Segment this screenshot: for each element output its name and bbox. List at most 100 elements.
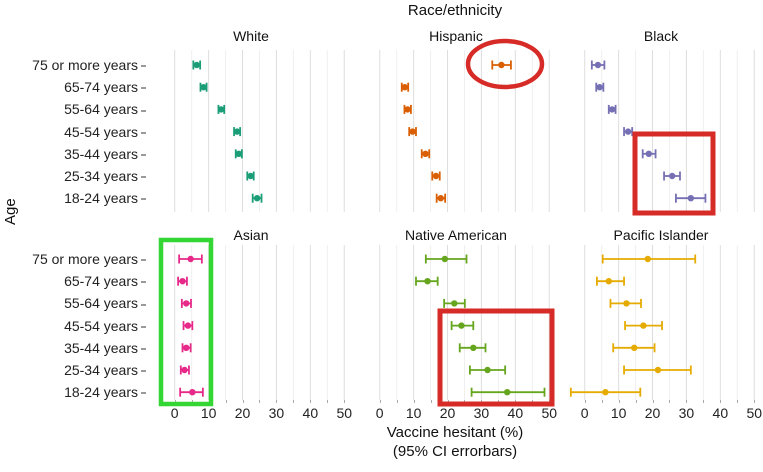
age-label-18-24-years: 18-24 years — [0, 383, 146, 401]
errorbar-white-35-44-years — [234, 149, 243, 159]
y-tick-mark — [141, 176, 146, 179]
errorbar-hispanic-55-64-years — [403, 104, 412, 114]
point-estimate — [441, 255, 449, 263]
point-estimate — [602, 389, 609, 396]
errorbar-pacific-islander-45-54-years — [624, 321, 663, 331]
x-tick-mark — [481, 400, 483, 403]
point-estimate — [451, 300, 458, 307]
strip-label-hispanic: Hispanic — [429, 28, 483, 44]
point-estimate — [687, 195, 695, 202]
point-estimate — [200, 84, 207, 91]
errorbar-black-55-64-years — [607, 104, 617, 114]
errorbar-black-75-or-more-years — [590, 60, 606, 70]
errorbar-black-18-24-years — [675, 193, 707, 203]
age-label-text: 75 or more years — [32, 57, 138, 73]
errorbar-pacific-islander-25-34-years — [623, 365, 692, 375]
point-estimate — [594, 61, 602, 69]
x-axis-title: Vaccine hesitant (%) — [386, 424, 524, 441]
errorbar-asian-25-34-years — [179, 365, 190, 375]
errorbar-native-american-55-64-years — [443, 298, 466, 308]
age-label-65-74-years: 65-74 years — [0, 272, 146, 290]
x-tick-mark — [754, 400, 756, 403]
errorbar-native-american-18-24-years — [470, 387, 546, 397]
x-tick-label-50: 50 — [336, 405, 353, 421]
x-tick-mark — [618, 400, 620, 403]
point-estimate — [631, 344, 638, 351]
x-tick-mark — [208, 400, 210, 403]
point-estimate — [668, 172, 676, 180]
x-tick-label-20: 20 — [439, 405, 456, 421]
age-label-text: 65-74 years — [64, 79, 138, 96]
age-label-text: 18-24 years — [64, 384, 138, 401]
x-tick-label-10: 10 — [200, 405, 217, 421]
point-estimate — [235, 150, 242, 157]
x-tick-mark — [549, 400, 551, 403]
age-label-text: 45-54 years — [64, 317, 138, 334]
x-tick-mark — [720, 400, 722, 403]
x-tick-label-20: 20 — [234, 405, 251, 421]
errorbar-hispanic-75-or-more-years — [491, 60, 512, 70]
errorbar-white-45-54-years — [233, 127, 242, 137]
y-tick-mark — [141, 303, 146, 306]
point-estimate — [217, 106, 225, 113]
point-estimate — [179, 278, 186, 285]
age-label-text: 55-64 years — [64, 295, 138, 312]
errorbar-native-american-45-54-years — [450, 321, 475, 331]
panel-black — [584, 50, 755, 212]
x-tick-mark — [601, 400, 603, 403]
age-label-text: 35-44 years — [64, 339, 138, 356]
age-label-45-54-years: 45-54 years — [0, 123, 146, 141]
x-tick-label-30: 30 — [268, 405, 285, 421]
point-estimate — [624, 128, 632, 135]
x-tick-mark — [344, 400, 346, 403]
x-tick-mark — [310, 400, 312, 403]
x-tick-mark — [635, 400, 637, 403]
age-label-text: 25-34 years — [64, 362, 138, 378]
x-tick-mark — [532, 400, 534, 403]
x-tick-mark — [669, 400, 671, 403]
x-tick-mark — [191, 400, 193, 403]
strip-label-native-american: Native American — [405, 227, 507, 243]
x-tick-mark — [413, 400, 415, 403]
point-estimate — [187, 255, 194, 263]
errorbar-white-25-34-years — [246, 171, 255, 181]
x-tick-mark — [447, 400, 449, 403]
strip-label-pacific-islander: Pacific Islander — [613, 227, 709, 243]
errorbar-pacific-islander-35-44-years — [612, 343, 656, 353]
y-tick-mark — [141, 131, 146, 134]
x-tick-label-30: 30 — [678, 405, 695, 421]
x-tick-mark — [259, 400, 261, 403]
errorbar-pacific-islander-18-24-years — [569, 387, 642, 397]
y-tick-mark — [141, 65, 146, 68]
point-estimate — [484, 366, 491, 374]
x-tick-mark — [652, 400, 654, 403]
errorbar-hispanic-45-54-years — [408, 127, 417, 137]
x-tick-mark — [379, 400, 381, 403]
x-tick-mark — [327, 400, 329, 403]
point-estimate — [470, 344, 477, 351]
x-tick-mark — [515, 400, 517, 403]
age-label-18-24-years: 18-24 years — [0, 189, 146, 207]
x-tick-mark — [464, 400, 466, 403]
y-tick-mark — [141, 154, 146, 157]
errorbar-black-25-34-years — [663, 171, 681, 181]
x-tick-label-20: 20 — [644, 405, 661, 421]
errorbar-pacific-islander-55-64-years — [609, 298, 642, 308]
errorbar-hispanic-35-44-years — [420, 149, 431, 159]
y-tick-mark — [141, 198, 146, 201]
errorbar-white-65-74-years — [199, 82, 208, 92]
errorbar-asian-65-74-years — [177, 276, 188, 286]
strip-label-black: Black — [643, 28, 679, 44]
point-estimate — [432, 172, 440, 180]
y-tick-mark — [141, 281, 146, 284]
age-label-55-64-years: 55-64 years — [0, 294, 146, 312]
x-tick-mark — [703, 400, 705, 403]
age-label-text: 18-24 years — [64, 190, 138, 207]
point-estimate — [645, 150, 652, 157]
y-tick-mark — [141, 370, 146, 373]
point-estimate — [247, 172, 254, 180]
age-label-text: 55-64 years — [64, 101, 138, 118]
x-tick-label-10: 10 — [405, 405, 422, 421]
point-estimate — [184, 322, 192, 329]
age-label-75-or-more-years: 75 or more years — [0, 56, 146, 74]
